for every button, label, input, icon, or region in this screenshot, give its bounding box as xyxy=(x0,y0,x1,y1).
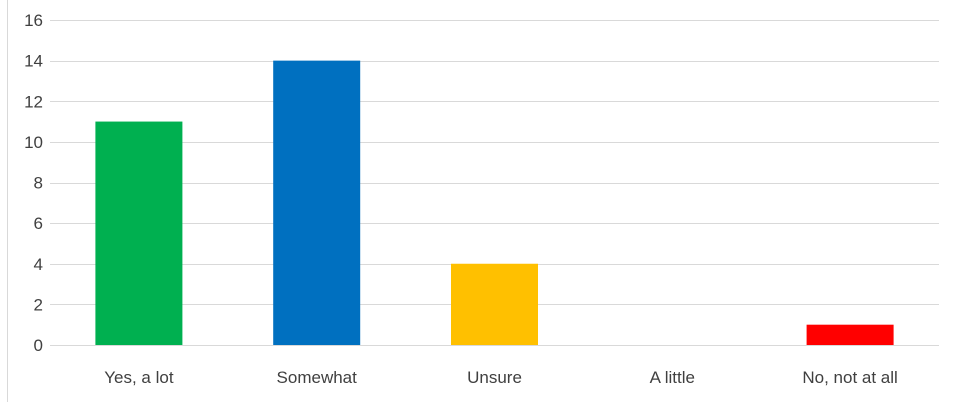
x-tick-label: Somewhat xyxy=(277,368,358,387)
x-axis-ticks: Yes, a lot Somewhat Unsure A little No, not … xyxy=(104,368,898,387)
bar-yes-a-lot xyxy=(95,121,183,345)
y-tick-label: 14 xyxy=(24,52,43,71)
y-tick-label: 2 xyxy=(34,295,43,314)
bars xyxy=(95,60,894,345)
bar-unsure xyxy=(451,263,538,345)
x-tick-label: No, not at all xyxy=(802,368,897,387)
x-tick-label: A little xyxy=(650,368,695,387)
y-tick-label: 8 xyxy=(34,174,43,193)
x-tick-label: Yes, a lot xyxy=(104,368,174,387)
x-tick-label: Unsure xyxy=(467,368,522,387)
y-tick-label: 16 xyxy=(24,11,43,30)
bar-no-not-at-all xyxy=(806,324,894,345)
y-axis-ticks: 0 2 4 6 8 10 12 14 16 xyxy=(24,11,43,355)
y-tick-label: 4 xyxy=(34,255,43,274)
gridlines xyxy=(50,20,939,346)
y-tick-label: 12 xyxy=(24,92,43,111)
y-tick-label: 10 xyxy=(24,133,43,152)
bar-somewhat xyxy=(273,60,361,345)
y-tick-label: 0 xyxy=(34,336,43,355)
y-tick-label: 6 xyxy=(34,214,43,233)
chart-frame-border xyxy=(7,0,8,402)
